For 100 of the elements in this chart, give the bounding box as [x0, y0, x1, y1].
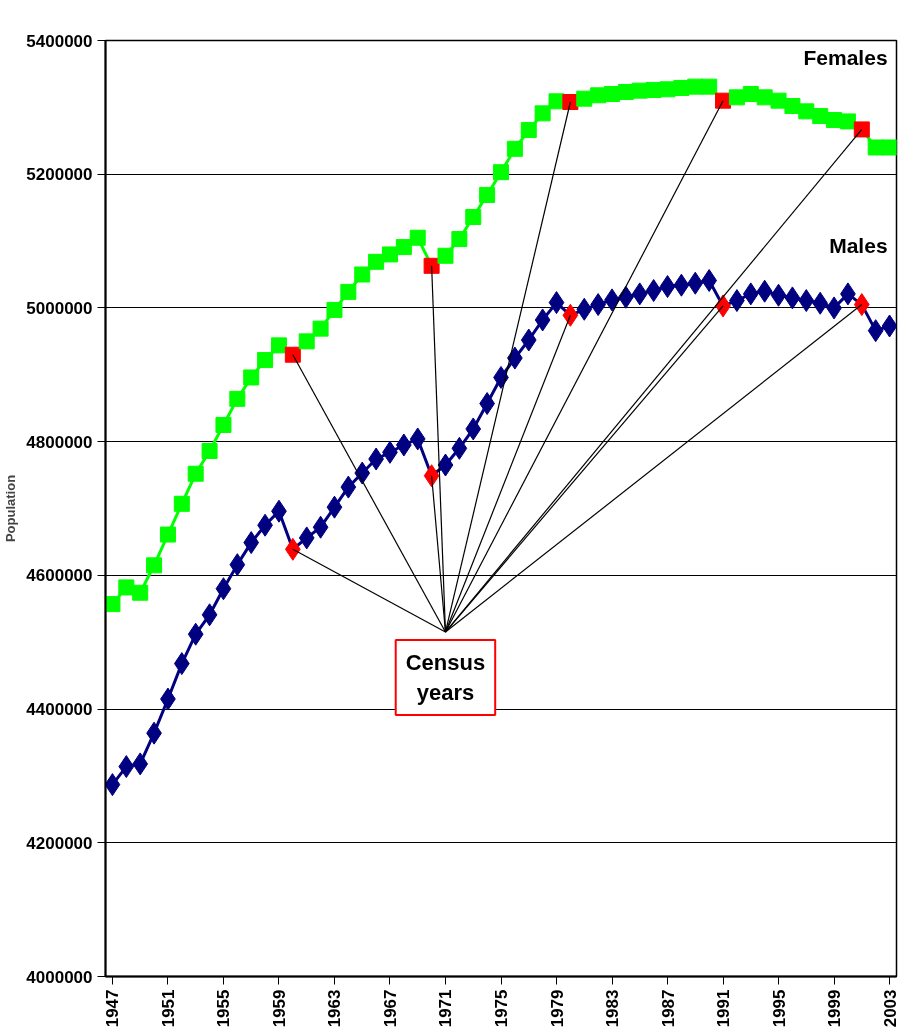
point: [437, 247, 454, 264]
point: [853, 293, 870, 317]
point: [354, 266, 371, 283]
y-tick-label: 4400000: [26, 700, 93, 720]
point: [520, 122, 537, 139]
x-tick-label: 1971: [436, 989, 456, 1028]
point: [326, 495, 343, 519]
x-tick-label: 1995: [769, 989, 789, 1028]
point: [645, 279, 662, 303]
point: [118, 755, 135, 779]
series-label: Males: [829, 233, 888, 257]
point: [562, 303, 579, 327]
point: [298, 333, 315, 350]
point: [437, 453, 454, 477]
point: [520, 328, 537, 352]
point: [201, 603, 218, 627]
x-tick-label: 1947: [103, 989, 123, 1028]
point: [298, 526, 315, 550]
x-tick-label: 1955: [214, 989, 234, 1028]
point: [687, 271, 704, 295]
point: [340, 283, 357, 300]
point: [257, 352, 274, 369]
point: [284, 346, 301, 363]
point: [756, 279, 773, 303]
point: [423, 464, 440, 488]
point: [701, 78, 718, 95]
point: [423, 257, 440, 274]
point: [229, 390, 246, 407]
point: [576, 297, 593, 321]
point: [812, 291, 829, 315]
x-tick-label: 1951: [158, 989, 178, 1028]
point: [312, 515, 329, 539]
point: [784, 286, 801, 310]
point: [132, 584, 149, 601]
point: [187, 622, 204, 646]
point: [770, 283, 787, 307]
point: [312, 320, 329, 337]
point: [229, 553, 246, 577]
y-tick-label: 5000000: [26, 298, 93, 318]
point: [534, 105, 551, 122]
x-tick-label: 1983: [603, 989, 623, 1028]
point: [534, 308, 551, 332]
point: [479, 186, 496, 203]
point: [243, 369, 260, 386]
x-tick-label: 1999: [825, 989, 845, 1028]
point: [465, 209, 482, 225]
point: [673, 273, 690, 297]
point: [631, 282, 648, 306]
y-tick-label: 4800000: [26, 432, 93, 452]
point: [368, 253, 385, 270]
point: [159, 526, 176, 543]
point: [173, 652, 190, 676]
x-tick-label: 1963: [325, 989, 345, 1028]
point: [451, 231, 468, 248]
x-tick-label: 1967: [380, 989, 400, 1028]
point: [659, 275, 676, 299]
point: [853, 121, 870, 138]
x-tick-label: 1959: [269, 989, 289, 1028]
point: [548, 291, 565, 315]
series-label: Females: [803, 45, 888, 69]
x-tick-label: 1975: [492, 989, 511, 1028]
point: [493, 164, 509, 181]
point: [506, 140, 523, 157]
x-tick-label: 1979: [547, 989, 567, 1028]
y-axis-title: Population: [3, 474, 19, 543]
point: [215, 416, 232, 433]
point: [465, 417, 482, 441]
point: [742, 85, 759, 102]
point: [215, 577, 232, 601]
point: [201, 443, 218, 459]
y-tick-label: 5200000: [26, 165, 93, 185]
y-tick-label: 5400000: [26, 31, 93, 51]
point: [798, 289, 815, 313]
point: [243, 531, 260, 555]
y-tick-label: 4200000: [26, 833, 93, 853]
point: [867, 319, 884, 343]
point: [105, 596, 121, 613]
point: [881, 139, 897, 156]
point: [770, 92, 787, 109]
point: [381, 246, 398, 263]
point: [118, 579, 135, 596]
y-tick-label: 4600000: [26, 566, 93, 586]
x-tick-label: 2003: [880, 989, 900, 1028]
point: [173, 495, 190, 512]
point: [798, 103, 815, 120]
point: [409, 229, 426, 246]
point: [340, 475, 357, 499]
x-tick-label: 1991: [714, 989, 734, 1028]
point: [728, 89, 745, 106]
point: [839, 113, 856, 130]
point: [395, 239, 412, 256]
point: [326, 301, 343, 318]
point: [270, 337, 287, 354]
point: [742, 282, 759, 306]
point: [784, 98, 801, 115]
point: [146, 557, 163, 574]
annotation: Census years: [405, 650, 486, 706]
point: [187, 465, 204, 482]
point: [409, 427, 426, 451]
y-tick-label: 4000000: [26, 967, 93, 987]
